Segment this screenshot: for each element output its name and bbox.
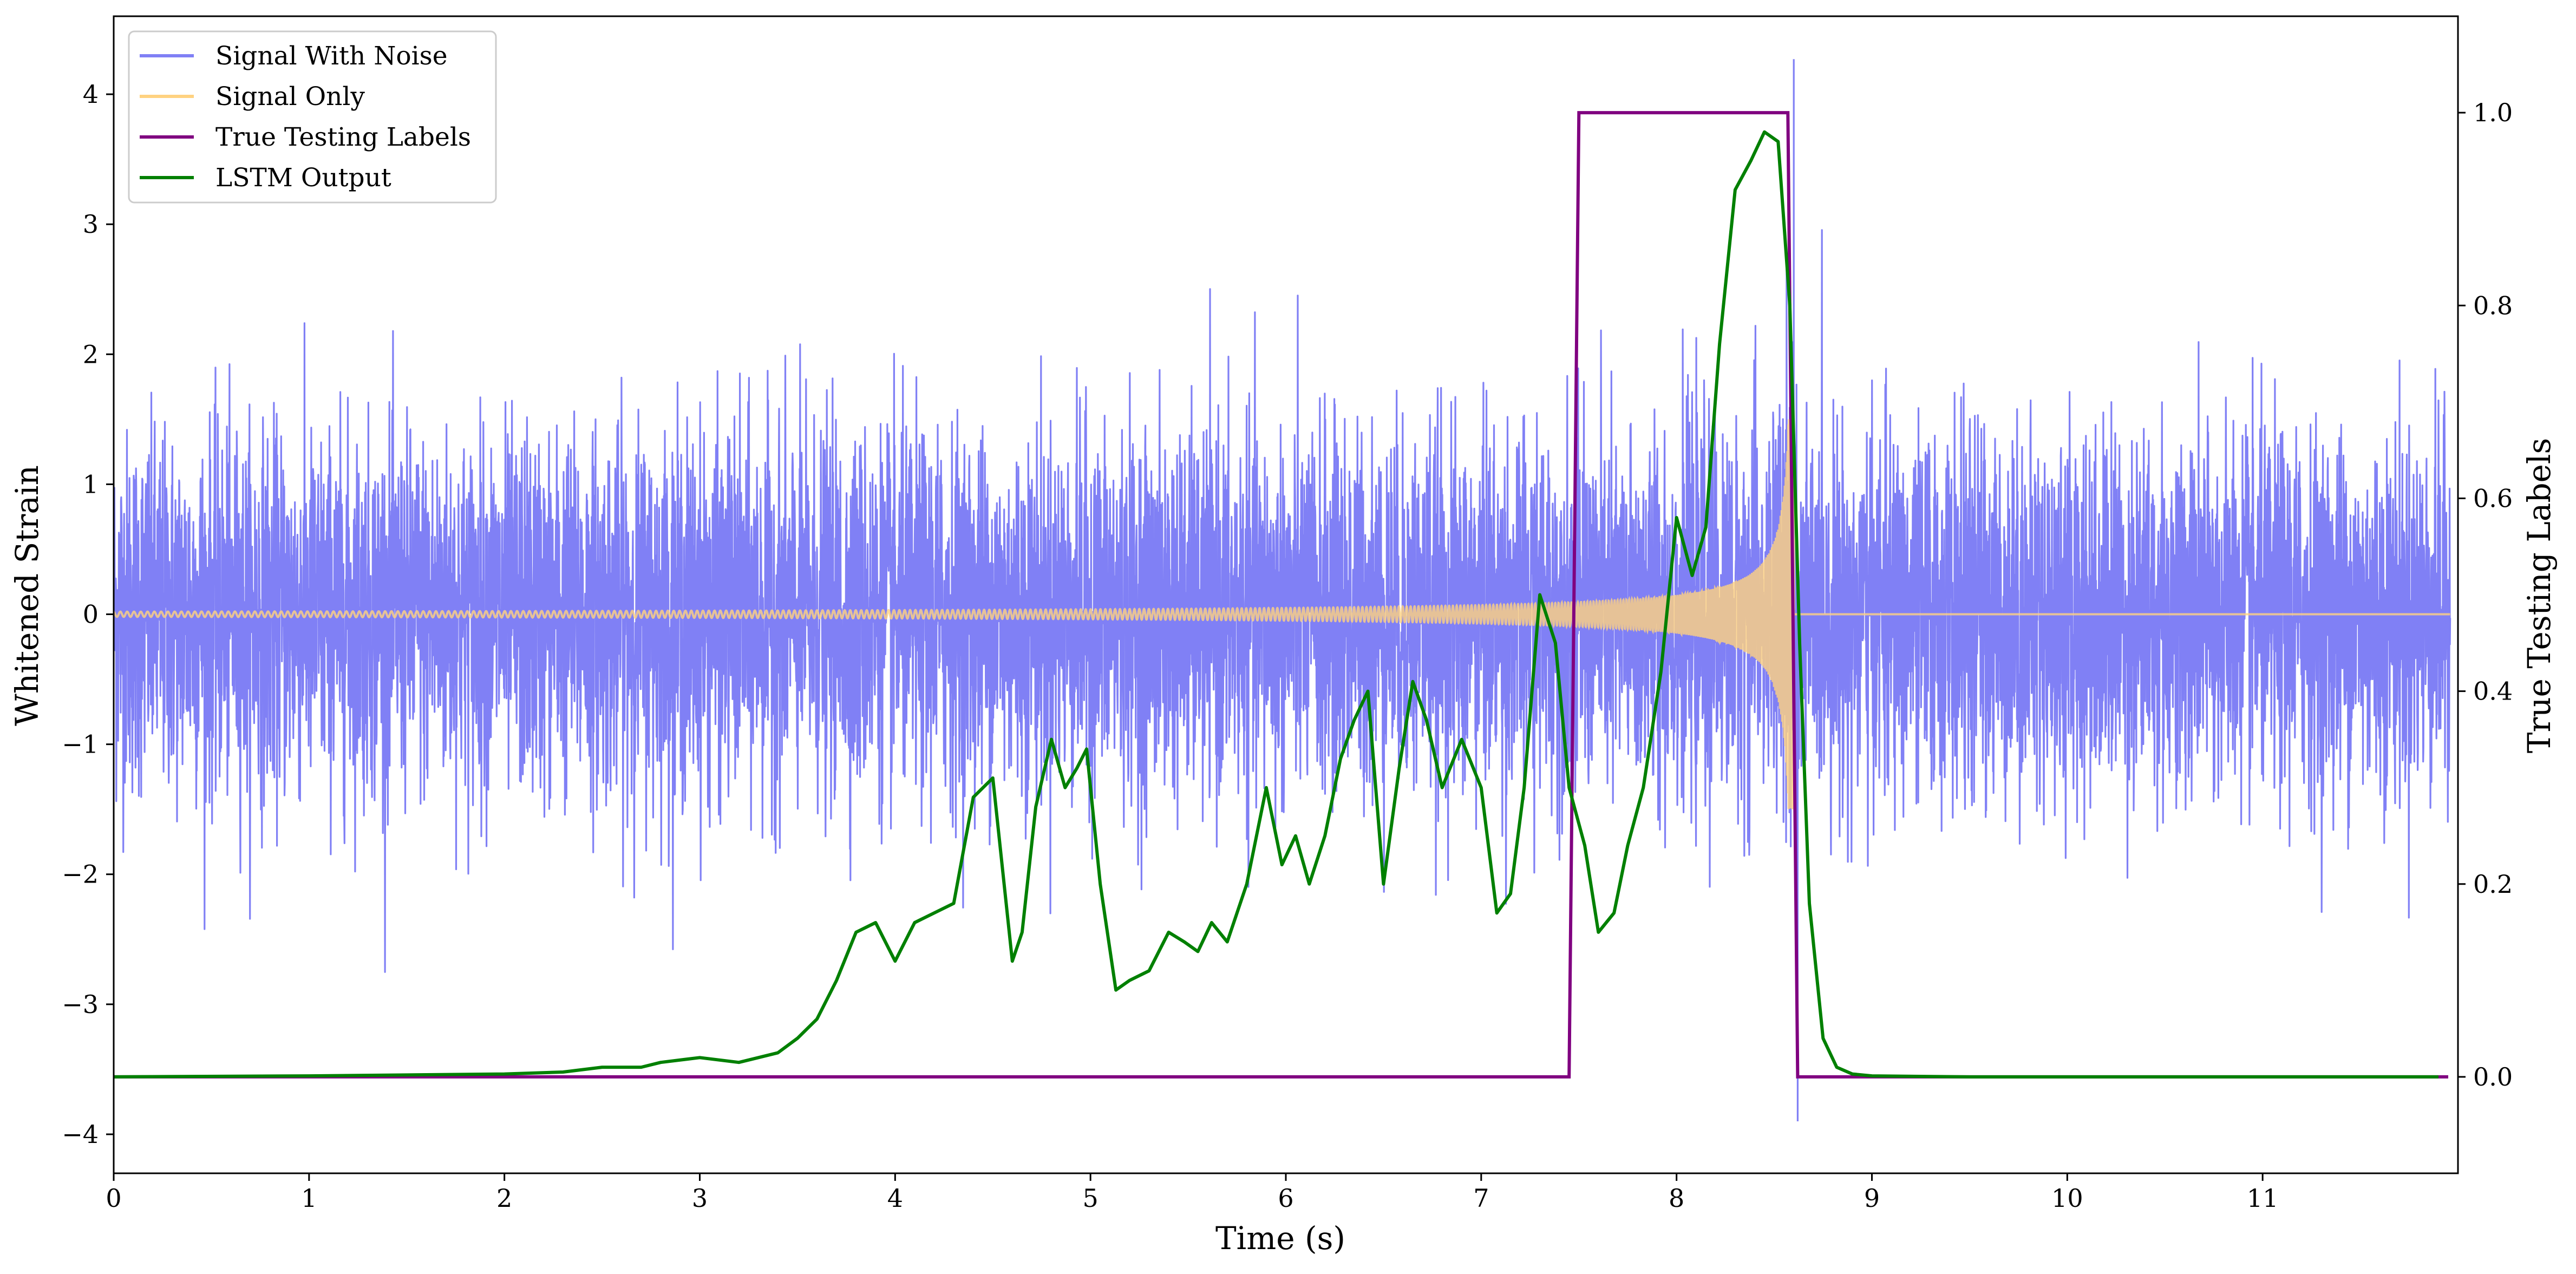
x-tick-label: 6 xyxy=(1278,1184,1293,1213)
plot-area xyxy=(114,59,2451,1121)
legend-label: LSTM Output xyxy=(215,163,391,193)
x-tick-label: 8 xyxy=(1669,1184,1684,1213)
y-tick-label: 3 xyxy=(83,210,99,239)
x-tick-label: 10 xyxy=(2051,1184,2083,1213)
x-tick-label: 3 xyxy=(692,1184,708,1213)
x-tick-label: 0 xyxy=(106,1184,121,1213)
legend-box xyxy=(128,30,497,204)
y-axis-right: 0.0 0.2 0.4 0.6 0.8 1.0 xyxy=(2458,98,2513,1092)
legend-label: Signal With Noise xyxy=(215,41,448,71)
y-tick-label: 4 xyxy=(83,80,99,109)
x-axis-title: Time (s) xyxy=(1215,1220,1345,1257)
x-tick-label: 1 xyxy=(301,1184,317,1213)
x-tick-label: 9 xyxy=(1864,1184,1880,1213)
y2-tick-label: 0.6 xyxy=(2473,484,2513,513)
legend-label: True Testing Labels xyxy=(215,122,471,152)
x-tick-label: 2 xyxy=(496,1184,512,1213)
y-tick-label: −1 xyxy=(62,730,99,759)
x-tick-label: 5 xyxy=(1083,1184,1099,1213)
y-tick-label: −4 xyxy=(62,1120,99,1149)
y-axis-left: −4 −3 −2 −1 0 1 2 3 4 xyxy=(62,80,114,1149)
y-tick-label: −2 xyxy=(62,860,99,889)
y2-tick-label: 0.2 xyxy=(2473,870,2513,899)
legend: Signal With Noise Signal Only True Testing… xyxy=(128,30,497,204)
y-tick-label: 2 xyxy=(83,339,99,369)
y2-tick-label: 0.0 xyxy=(2473,1062,2513,1092)
series-lstm-output xyxy=(114,130,2438,1079)
y-axis-right-title: True Testing Labels xyxy=(2521,438,2558,753)
y-tick-label: −3 xyxy=(62,990,99,1019)
y-tick-label: 1 xyxy=(83,469,99,499)
y2-tick-label: 0.4 xyxy=(2473,677,2513,706)
legend-label: Signal Only xyxy=(215,82,365,112)
series-signal-only xyxy=(114,419,2450,809)
x-tick-label: 11 xyxy=(2247,1184,2279,1213)
y2-tick-label: 0.8 xyxy=(2473,291,2513,320)
x-tick-label: 4 xyxy=(887,1184,903,1213)
y-axis-left-title: Whitened Strain xyxy=(9,465,45,726)
y2-tick-label: 1.0 xyxy=(2473,98,2513,127)
x-axis: 0 1 2 3 4 5 6 7 8 9 10 11 xyxy=(106,1173,2278,1213)
x-tick-label: 7 xyxy=(1473,1184,1489,1213)
y-tick-label: 0 xyxy=(83,600,99,629)
